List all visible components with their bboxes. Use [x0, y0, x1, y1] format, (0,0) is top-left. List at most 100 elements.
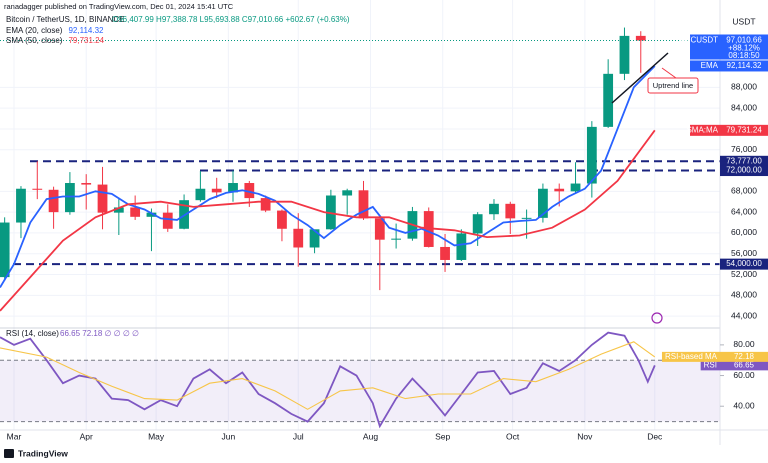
rsi-badge: [700, 360, 768, 371]
legend-name: EMA (20, close): [6, 26, 63, 35]
level-label: 73,777.00: [726, 156, 762, 165]
y-tick-label: 68,000: [731, 186, 757, 196]
candle-body: [342, 190, 353, 196]
candle-body: [97, 184, 108, 213]
callout-text: Uptrend line: [653, 81, 693, 90]
candle-body: [440, 246, 450, 260]
candle-body: [32, 188, 43, 190]
rsi-badge: [661, 351, 768, 362]
candle-body: [65, 183, 75, 213]
y-tick-label: 56,000: [731, 248, 757, 258]
indicator-badge-value: 92,114.32: [727, 61, 763, 70]
x-tick-label: Oct: [506, 431, 520, 441]
y-tick-label: 60,000: [731, 227, 757, 237]
x-tick-label: May: [148, 431, 165, 441]
legend-value: 79,731.24: [68, 36, 104, 45]
indicator-badge-name: EMA: [701, 61, 719, 70]
symbol-title: Bitcoin / TetherUS, 1D, BINANCE: [6, 15, 125, 24]
candle-body: [195, 188, 206, 201]
y-tick-label: 48,000: [731, 290, 757, 300]
indicator-line: [0, 65, 656, 288]
level-badge: [720, 155, 768, 167]
rsi-line: [0, 331, 656, 429]
indicator-line: [0, 129, 656, 312]
y-tick-label: 84,000: [731, 102, 757, 112]
candle-body: [586, 126, 597, 184]
candle-body: [211, 188, 222, 193]
level-badge: [720, 258, 768, 270]
y-tick-label: 64,000: [731, 206, 757, 216]
rsi-tick-label: 60.00: [733, 370, 755, 380]
callout-box: [647, 77, 699, 94]
candle-body: [635, 35, 646, 41]
candle-body: [391, 238, 402, 240]
rsi-title: RSI (14, close): [6, 329, 59, 338]
rsi-badge-name: RSI: [704, 360, 717, 369]
last-price-value: 97,010.66: [726, 36, 762, 45]
candle-body: [570, 183, 581, 192]
publisher: ranadagger published on TradingView.com,…: [4, 2, 234, 11]
rsi-badge-value: 66.65: [734, 360, 755, 369]
x-tick-label: Mar: [7, 431, 22, 441]
rsi-line: [0, 341, 656, 410]
indicator-badge-name: SMA:MA: [686, 125, 718, 134]
y-tick-label: 76,000: [731, 144, 757, 154]
candle-body: [162, 212, 173, 229]
x-tick-label: Dec: [647, 431, 663, 441]
candle-body: [456, 233, 467, 260]
candle-body: [309, 229, 320, 248]
indicator-badge: [690, 60, 768, 72]
legend-name: SMA (50, close): [6, 36, 63, 45]
candle-body: [358, 190, 369, 219]
last-price-change: +88.12%: [728, 44, 760, 53]
candle-body: [48, 189, 59, 213]
rsi-badge-name: RSI-based MA: [665, 352, 718, 361]
candle-body: [130, 207, 141, 217]
candle-body: [244, 183, 255, 199]
x-tick-label: Jul: [293, 431, 304, 441]
rsi-tick-label: 40.00: [733, 400, 755, 410]
candle-body: [619, 35, 630, 74]
candle-body: [113, 207, 124, 213]
candle-body: [505, 203, 516, 219]
candle-body: [293, 228, 304, 248]
currency: USDT: [732, 16, 755, 26]
candle-body: [521, 217, 532, 219]
candle-body: [277, 210, 287, 229]
rsi-tick-label: 80.00: [733, 339, 755, 349]
ohlc: O96,407.99 H97,388.78 L95,693.88 C97,010…: [112, 15, 350, 24]
rsi-legend-values: 66.65 72.18 ∅ ∅ ∅ ∅: [60, 329, 139, 338]
candle-body: [538, 188, 548, 218]
x-tick-label: Jun: [221, 431, 235, 441]
footer-logo: TradingView: [18, 448, 68, 458]
y-tick-label: 44,000: [731, 310, 757, 320]
candle-body: [260, 198, 271, 211]
level-label: 54,000.00: [726, 259, 762, 268]
rsi-band: [0, 360, 720, 422]
last-price-countdown: 08:18:50: [728, 51, 760, 60]
y-tick-label: 52,000: [731, 269, 757, 279]
candle-body: [81, 183, 92, 185]
y-tick-label: 88,000: [731, 82, 757, 92]
x-tick-label: Nov: [577, 431, 593, 441]
rsi-badge-value: 72.18: [734, 352, 755, 361]
candle-body: [146, 212, 157, 217]
x-tick-label: Aug: [363, 431, 378, 441]
x-tick-label: Sep: [435, 431, 450, 441]
candle-body: [489, 203, 499, 215]
candle-body: [603, 73, 614, 127]
legend-value: 92,114.32: [68, 26, 104, 35]
candle-body: [16, 188, 26, 223]
indicator-badge-value: 79,731.24: [726, 125, 762, 134]
callout-pointer: [661, 67, 677, 79]
logo-icon: [4, 449, 14, 458]
indicator-badge: [690, 124, 768, 136]
level-badge: [720, 165, 768, 177]
level-label: 72,000.00: [726, 166, 762, 175]
last-price-badge: [690, 34, 768, 60]
candle-body: [554, 188, 565, 192]
last-price-symbol: BTCUSDT: [680, 36, 718, 45]
candle-body: [228, 183, 238, 193]
event-icon[interactable]: [651, 312, 663, 324]
